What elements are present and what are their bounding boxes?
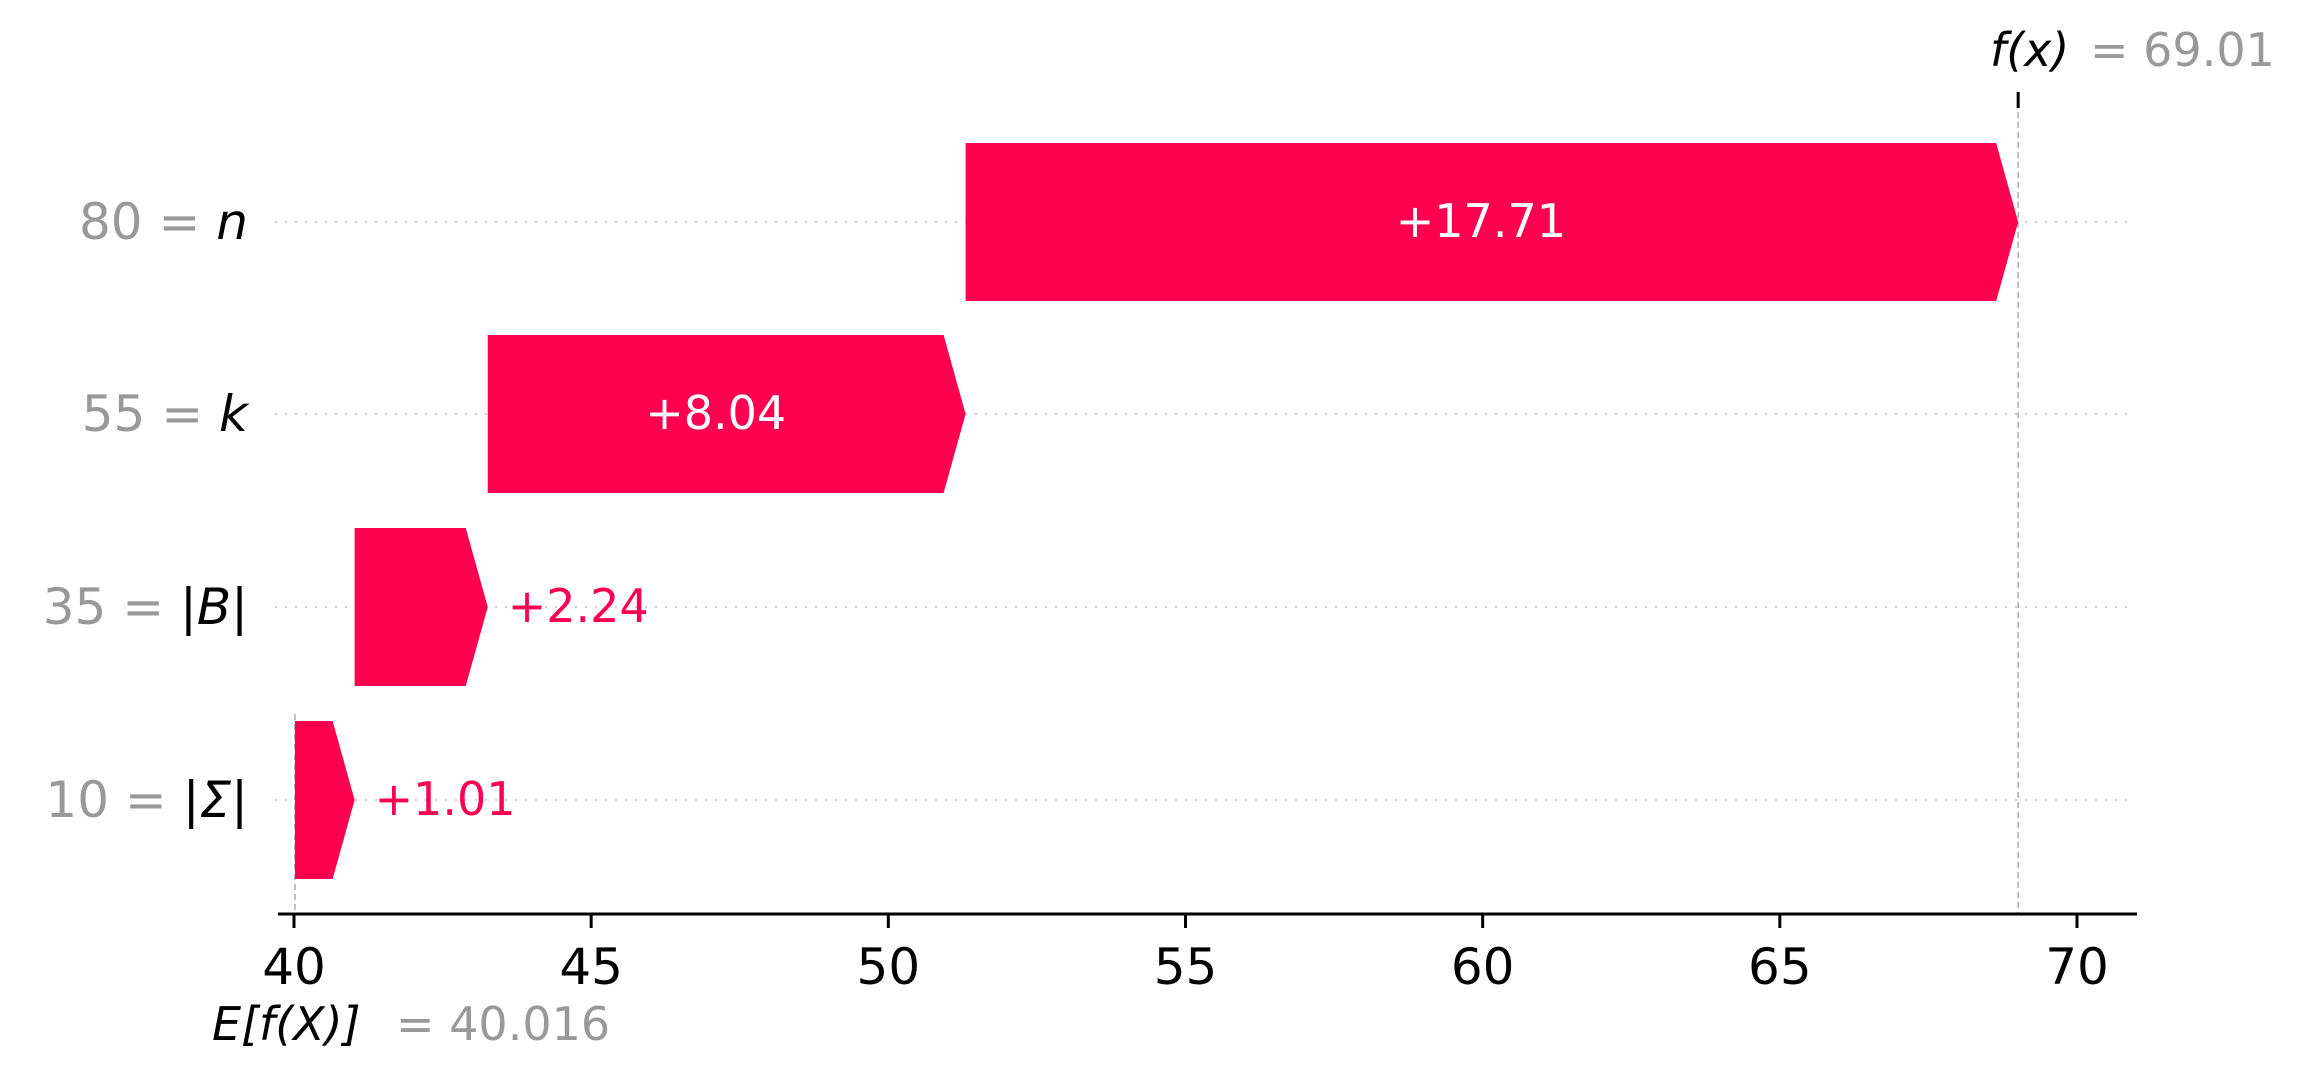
x-tick-label: 65 (1748, 938, 1812, 996)
feature-labels: 80 = n 55 = k 35 = |B| 10 = |Σ| (43, 193, 250, 829)
bars: +17.71 +8.04 +2.24 +1.01 (294, 143, 2019, 879)
bar-value-label: +17.71 (1396, 194, 1566, 248)
feature-name: |B| (180, 578, 248, 636)
feature-name: k (219, 385, 250, 443)
x-tick-label: 70 (2045, 938, 2109, 996)
efx-label: E[f(X)] (212, 997, 361, 1051)
row-gridlines (275, 221, 2130, 801)
feature-label: 55 = k (82, 385, 250, 443)
bar-value-label: +8.04 (645, 386, 786, 440)
bar-|B| (354, 528, 488, 686)
bar-value-label: +1.01 (375, 772, 516, 826)
bar-k (487, 335, 966, 493)
fx-label: f(x) (1990, 23, 2069, 77)
x-tick-label: 50 (857, 938, 921, 996)
x-tick-label: 45 (559, 938, 623, 996)
fx-annotation: f(x) = 69.01 (1990, 23, 2275, 77)
feature-value: 55 = (82, 385, 219, 443)
efx-value: = 40.016 (396, 997, 610, 1051)
bar-|Σ| (294, 721, 355, 879)
feature-label: 80 = n (79, 193, 248, 251)
feature-name: n (216, 193, 248, 251)
feature-name: |Σ| (183, 771, 248, 829)
x-axis: 40 45 50 55 60 65 70 (262, 912, 2137, 996)
bar-n (965, 143, 2019, 301)
fx-value: = 69.01 (2090, 23, 2275, 77)
feature-label: 35 = |B| (43, 578, 248, 636)
x-tick-label: 55 (1154, 938, 1218, 996)
efx-annotation: E[f(X)] = 40.016 (212, 997, 610, 1051)
x-tick-label: 40 (262, 938, 326, 996)
feature-value: 80 = (79, 193, 216, 251)
x-tick-label: 60 (1451, 938, 1515, 996)
bar-value-label: +2.24 (508, 579, 649, 633)
feature-value: 35 = (43, 578, 180, 636)
feature-value: 10 = (45, 771, 182, 829)
feature-label: 10 = |Σ| (45, 771, 248, 829)
